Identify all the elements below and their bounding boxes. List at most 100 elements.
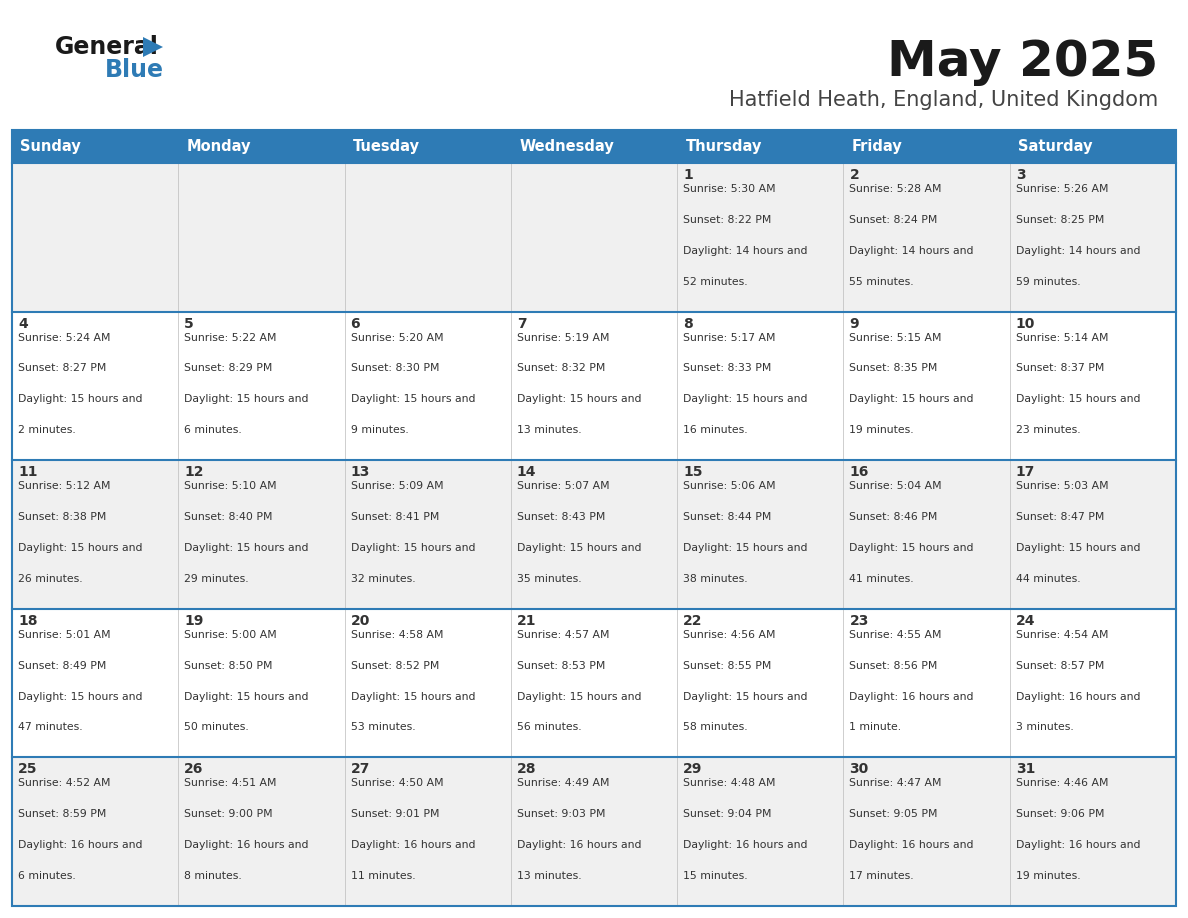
Text: Daylight: 15 hours and: Daylight: 15 hours and (1016, 543, 1140, 553)
Text: 16: 16 (849, 465, 868, 479)
Bar (1010, 130, 1176, 163)
Text: 27: 27 (350, 763, 369, 777)
Text: Sunset: 8:41 PM: Sunset: 8:41 PM (350, 512, 438, 522)
Bar (511, 130, 677, 163)
Text: 3 minutes.: 3 minutes. (1016, 722, 1074, 733)
Text: 29 minutes.: 29 minutes. (184, 574, 249, 584)
Text: Sunset: 9:06 PM: Sunset: 9:06 PM (1016, 810, 1104, 819)
Text: Sunset: 8:52 PM: Sunset: 8:52 PM (350, 661, 438, 671)
Bar (511, 163, 677, 311)
Text: Daylight: 16 hours and: Daylight: 16 hours and (184, 840, 309, 850)
Text: Sunrise: 5:07 AM: Sunrise: 5:07 AM (517, 481, 609, 491)
Text: Sunrise: 4:55 AM: Sunrise: 4:55 AM (849, 630, 942, 640)
Text: Sunrise: 4:56 AM: Sunrise: 4:56 AM (683, 630, 776, 640)
Text: 11: 11 (18, 465, 38, 479)
Text: Daylight: 16 hours and: Daylight: 16 hours and (1016, 840, 1140, 850)
Text: 22: 22 (683, 614, 702, 628)
Text: Sunday: Sunday (20, 139, 81, 154)
Text: 44 minutes.: 44 minutes. (1016, 574, 1080, 584)
Text: Daylight: 15 hours and: Daylight: 15 hours and (350, 395, 475, 404)
Bar (1010, 609, 1176, 757)
Text: Blue: Blue (105, 58, 164, 82)
Text: Sunset: 8:44 PM: Sunset: 8:44 PM (683, 512, 771, 522)
Text: 15 minutes.: 15 minutes. (683, 871, 747, 881)
Text: 35 minutes.: 35 minutes. (517, 574, 581, 584)
Text: Daylight: 15 hours and: Daylight: 15 hours and (1016, 395, 1140, 404)
Text: Sunset: 8:55 PM: Sunset: 8:55 PM (683, 661, 771, 671)
Text: 13 minutes.: 13 minutes. (517, 871, 581, 881)
Text: Sunset: 8:57 PM: Sunset: 8:57 PM (1016, 661, 1104, 671)
Text: Sunrise: 4:48 AM: Sunrise: 4:48 AM (683, 778, 776, 789)
Text: 31: 31 (1016, 763, 1035, 777)
Text: Daylight: 15 hours and: Daylight: 15 hours and (18, 543, 143, 553)
Text: Daylight: 15 hours and: Daylight: 15 hours and (18, 395, 143, 404)
Text: Sunset: 8:33 PM: Sunset: 8:33 PM (683, 364, 771, 374)
Text: 18: 18 (18, 614, 38, 628)
Text: Sunset: 8:43 PM: Sunset: 8:43 PM (517, 512, 605, 522)
Bar (12, 311, 178, 460)
Text: Sunset: 8:38 PM: Sunset: 8:38 PM (18, 512, 107, 522)
Bar (178, 757, 345, 906)
Polygon shape (143, 37, 163, 57)
Text: 14: 14 (517, 465, 536, 479)
Bar (511, 311, 677, 460)
Text: Sunset: 8:35 PM: Sunset: 8:35 PM (849, 364, 937, 374)
Bar (178, 311, 345, 460)
Text: Sunset: 8:37 PM: Sunset: 8:37 PM (1016, 364, 1104, 374)
Text: Hatfield Heath, England, United Kingdom: Hatfield Heath, England, United Kingdom (728, 90, 1158, 110)
Text: 29: 29 (683, 763, 702, 777)
Bar (843, 609, 1010, 757)
Text: Sunrise: 4:47 AM: Sunrise: 4:47 AM (849, 778, 942, 789)
Text: Sunset: 8:59 PM: Sunset: 8:59 PM (18, 810, 107, 819)
Text: Daylight: 15 hours and: Daylight: 15 hours and (517, 395, 642, 404)
Text: 1 minute.: 1 minute. (849, 722, 902, 733)
Text: 12: 12 (184, 465, 204, 479)
Text: Daylight: 16 hours and: Daylight: 16 hours and (849, 840, 974, 850)
Bar (843, 757, 1010, 906)
Text: 2: 2 (849, 168, 859, 182)
Bar (12, 460, 178, 609)
Text: Sunset: 9:00 PM: Sunset: 9:00 PM (184, 810, 273, 819)
Text: Sunrise: 5:09 AM: Sunrise: 5:09 AM (350, 481, 443, 491)
Bar (677, 163, 843, 311)
Text: 8 minutes.: 8 minutes. (184, 871, 242, 881)
Text: Sunset: 9:01 PM: Sunset: 9:01 PM (350, 810, 440, 819)
Text: Sunrise: 4:51 AM: Sunrise: 4:51 AM (184, 778, 277, 789)
Text: Sunrise: 5:17 AM: Sunrise: 5:17 AM (683, 332, 776, 342)
Text: 10: 10 (1016, 317, 1035, 330)
Text: Sunset: 9:03 PM: Sunset: 9:03 PM (517, 810, 606, 819)
Bar (843, 130, 1010, 163)
Text: 59 minutes.: 59 minutes. (1016, 276, 1080, 286)
Text: Daylight: 16 hours and: Daylight: 16 hours and (1016, 691, 1140, 701)
Text: Sunrise: 5:01 AM: Sunrise: 5:01 AM (18, 630, 110, 640)
Bar (12, 130, 1176, 906)
Text: Wednesday: Wednesday (519, 139, 614, 154)
Text: 13: 13 (350, 465, 369, 479)
Text: 6 minutes.: 6 minutes. (184, 425, 242, 435)
Text: 3: 3 (1016, 168, 1025, 182)
Text: 19 minutes.: 19 minutes. (849, 425, 914, 435)
Text: Sunset: 8:47 PM: Sunset: 8:47 PM (1016, 512, 1104, 522)
Text: Daylight: 15 hours and: Daylight: 15 hours and (683, 543, 808, 553)
Text: 16 minutes.: 16 minutes. (683, 425, 747, 435)
Text: 50 minutes.: 50 minutes. (184, 722, 249, 733)
Text: Sunrise: 5:30 AM: Sunrise: 5:30 AM (683, 184, 776, 194)
Text: 8: 8 (683, 317, 693, 330)
Text: Sunrise: 4:58 AM: Sunrise: 4:58 AM (350, 630, 443, 640)
Text: Sunrise: 5:22 AM: Sunrise: 5:22 AM (184, 332, 277, 342)
Text: Monday: Monday (187, 139, 251, 154)
Text: 53 minutes.: 53 minutes. (350, 722, 415, 733)
Text: Daylight: 16 hours and: Daylight: 16 hours and (683, 840, 808, 850)
Text: 55 minutes.: 55 minutes. (849, 276, 914, 286)
Text: Sunrise: 5:24 AM: Sunrise: 5:24 AM (18, 332, 110, 342)
Text: Thursday: Thursday (685, 139, 762, 154)
Bar (12, 163, 178, 311)
Text: Sunrise: 4:54 AM: Sunrise: 4:54 AM (1016, 630, 1108, 640)
Bar (178, 130, 345, 163)
Bar (178, 163, 345, 311)
Bar (345, 757, 511, 906)
Text: Sunrise: 5:00 AM: Sunrise: 5:00 AM (184, 630, 277, 640)
Text: 17 minutes.: 17 minutes. (849, 871, 914, 881)
Text: Sunset: 8:32 PM: Sunset: 8:32 PM (517, 364, 605, 374)
Text: Sunrise: 4:50 AM: Sunrise: 4:50 AM (350, 778, 443, 789)
